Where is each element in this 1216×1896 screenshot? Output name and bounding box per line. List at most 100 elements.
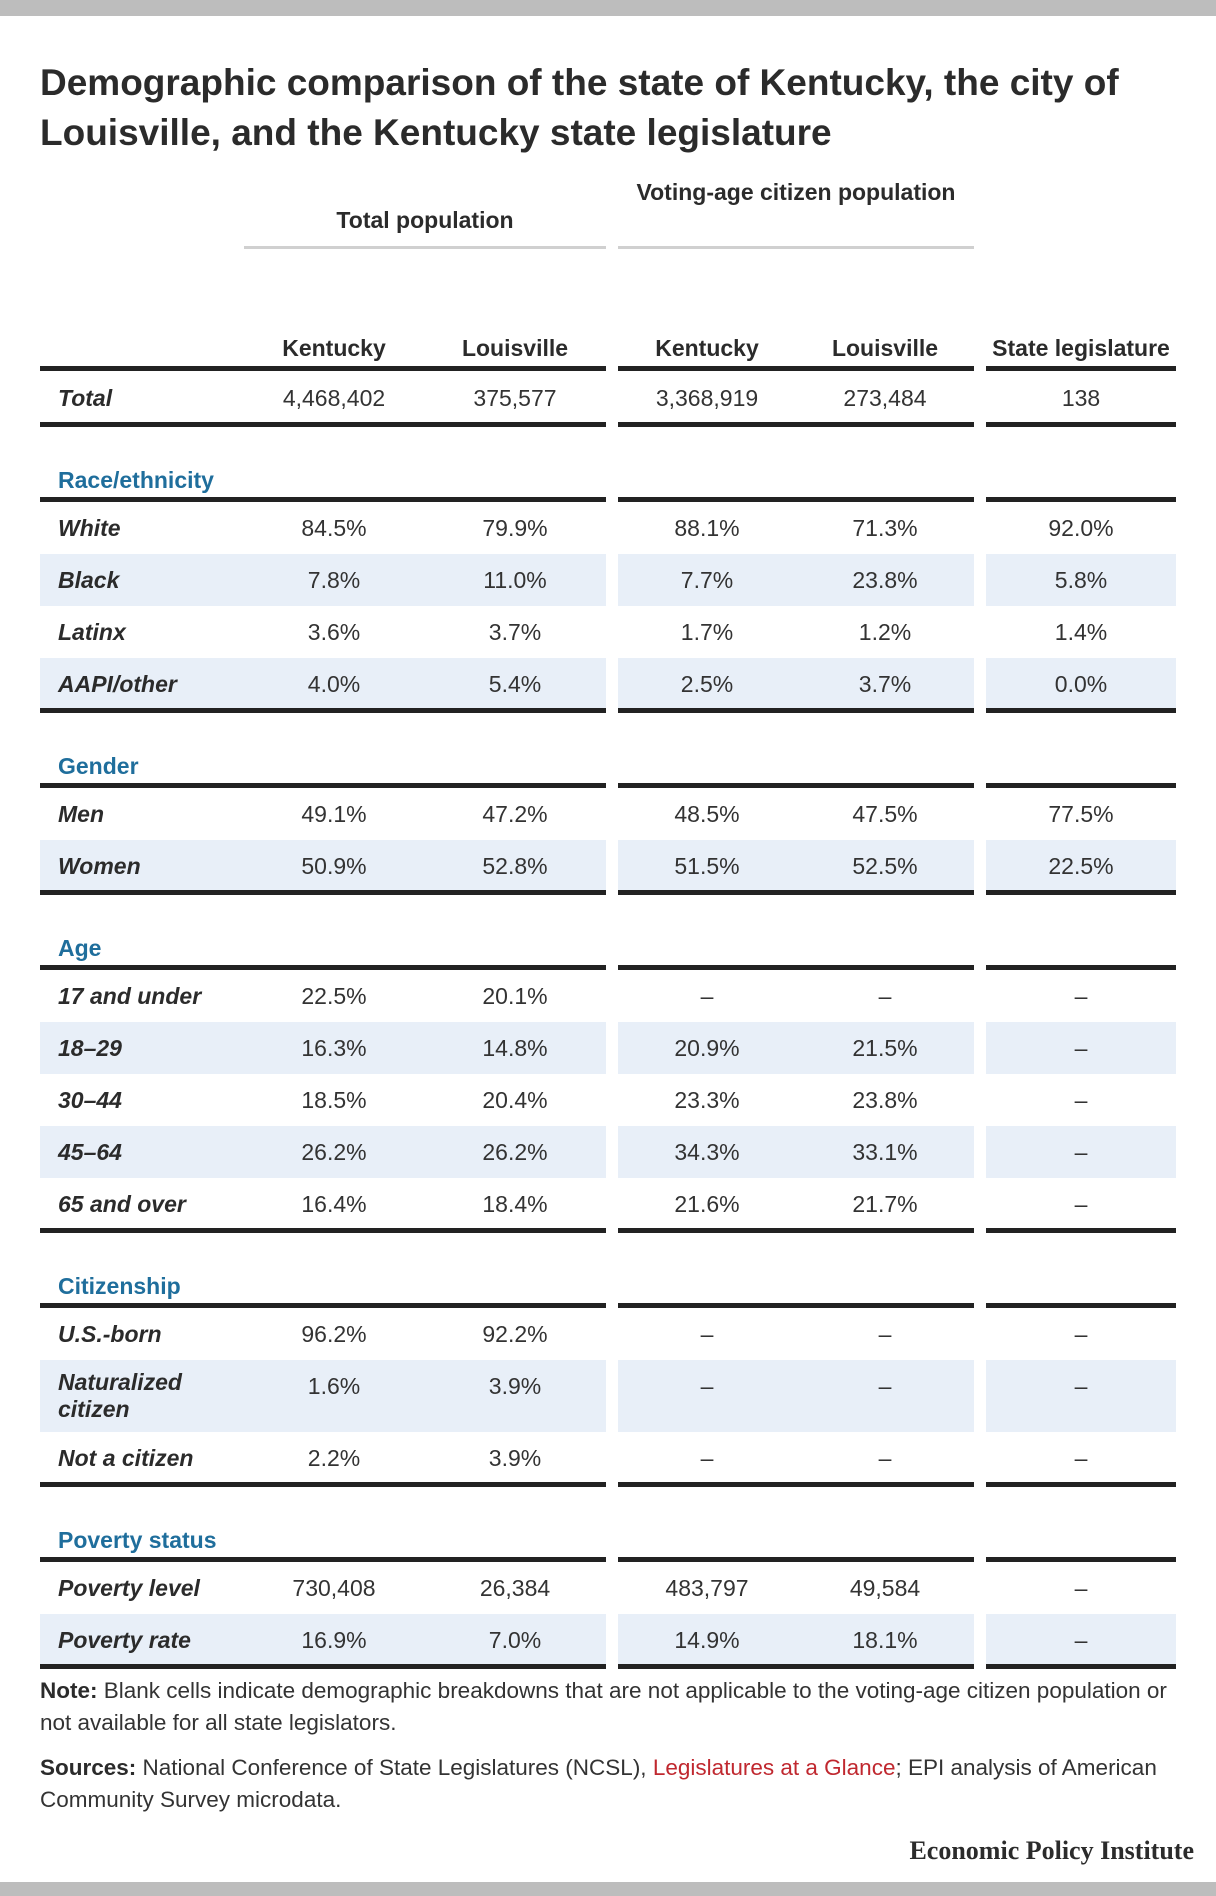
table-rule bbox=[986, 783, 1176, 788]
row-shade bbox=[40, 1360, 606, 1432]
row-shade bbox=[40, 658, 606, 710]
table-cell: – bbox=[1074, 1191, 1088, 1217]
table-row: AAPI/other 4.0% 5.4% 2.5% 3.7% 0.0% bbox=[40, 658, 1176, 710]
table-rule bbox=[986, 422, 1176, 427]
table-row: 30–44 18.5% 20.4% 23.3% 23.8% – bbox=[40, 1074, 1176, 1126]
table-cell: 88.1% bbox=[674, 515, 740, 541]
sources-text: National Conference of State Legislature… bbox=[136, 1755, 653, 1780]
table-title: Demographic comparison of the state of K… bbox=[40, 62, 1119, 153]
table-cell: 7.8% bbox=[307, 567, 361, 593]
table-cell: – bbox=[700, 1373, 714, 1399]
table-cell: – bbox=[1074, 1087, 1088, 1113]
table-rule bbox=[618, 1303, 974, 1308]
table-cell: 96.2% bbox=[301, 1321, 367, 1347]
table-cell: 26,384 bbox=[479, 1575, 551, 1601]
table-cell: – bbox=[1074, 983, 1088, 1009]
col-header-kentucky-voting: Kentucky bbox=[655, 335, 759, 361]
table-cell: – bbox=[1074, 1627, 1088, 1653]
table-cell: 16.9% bbox=[301, 1627, 367, 1653]
row-shade bbox=[40, 554, 606, 606]
table-cell: – bbox=[878, 1373, 892, 1399]
table-cell: 5.8% bbox=[1054, 567, 1108, 593]
col-header-louisville: Louisville bbox=[461, 335, 569, 361]
section-title: Poverty status bbox=[58, 1527, 217, 1553]
table-cell: – bbox=[700, 1445, 714, 1471]
table-cell: 0.0% bbox=[1054, 671, 1108, 697]
table-row: Black 7.8% 11.0% 7.7% 23.8% 5.8% bbox=[40, 554, 1176, 606]
row-label: Latinx bbox=[58, 619, 126, 645]
table-cell: 4.0% bbox=[307, 671, 361, 697]
row-shade bbox=[40, 1614, 606, 1666]
section-title: Citizenship bbox=[58, 1273, 181, 1299]
table-cell: 47.5% bbox=[852, 801, 918, 827]
table-cell: 7.0% bbox=[488, 1627, 542, 1653]
row-shade bbox=[618, 658, 974, 710]
table-row: 18–29 16.3% 14.8% 20.9% 21.5% – bbox=[40, 1022, 1176, 1074]
table-cell: 14.9% bbox=[674, 1627, 740, 1653]
table-cell: 49,584 bbox=[849, 1575, 921, 1601]
row-label: White bbox=[58, 515, 121, 541]
table-cell: – bbox=[878, 1445, 892, 1471]
group-rule bbox=[618, 246, 974, 249]
row-label: Total bbox=[58, 385, 113, 411]
table-cell: – bbox=[700, 983, 714, 1009]
table-rule bbox=[986, 1303, 1176, 1308]
table-cell: 14.8% bbox=[482, 1035, 548, 1061]
table-cell: 3,368,919 bbox=[655, 385, 759, 411]
table-row: U.S.-born 96.2% 92.2% – – – bbox=[40, 1308, 1176, 1360]
table-cell: 49.1% bbox=[301, 801, 367, 827]
table-row: 17 and under 22.5% 20.1% – – – bbox=[40, 970, 1176, 1022]
table-rule bbox=[618, 783, 974, 788]
section-title: Age bbox=[58, 935, 102, 961]
row-shade bbox=[618, 1022, 974, 1074]
table-rule bbox=[986, 366, 1176, 371]
table-cell: 7.7% bbox=[680, 567, 734, 593]
row-shade bbox=[986, 554, 1176, 606]
table-cell: 5.4% bbox=[488, 671, 542, 697]
row-shade bbox=[986, 1022, 1176, 1074]
table-cell: 50.9% bbox=[301, 853, 367, 879]
table-row: Men 49.1% 47.2% 48.5% 47.5% 77.5% bbox=[40, 788, 1176, 840]
table-cell: 3.7% bbox=[488, 619, 542, 645]
table-rule bbox=[986, 708, 1176, 713]
group-label-voting-age: Voting-age citizen population bbox=[636, 179, 956, 205]
table-cell: 273,484 bbox=[843, 385, 927, 411]
row-label: 18–29 bbox=[58, 1035, 122, 1061]
sources: Sources: National Conference of State Le… bbox=[40, 1752, 1180, 1816]
table-cell: – bbox=[1074, 1035, 1088, 1061]
sources-link[interactable]: Legislatures at a Glance bbox=[652, 1755, 896, 1780]
table-row: Poverty rate 16.9% 7.0% 14.9% 18.1% – bbox=[40, 1614, 1176, 1666]
bottom-border bbox=[0, 1882, 1216, 1896]
note-text: Blank cells indicate demographic breakdo… bbox=[40, 1678, 1167, 1735]
section-header: Poverty status bbox=[40, 1484, 1176, 1562]
table-rule bbox=[986, 497, 1176, 502]
row-shade bbox=[986, 1614, 1176, 1666]
table-cell: 92.0% bbox=[1048, 515, 1114, 541]
row-label: Women bbox=[58, 853, 141, 879]
table-cell: 26.2% bbox=[301, 1139, 367, 1165]
row-shade bbox=[986, 1360, 1176, 1432]
table-row: 45–64 26.2% 26.2% 34.3% 33.1% – bbox=[40, 1126, 1176, 1178]
table-cell: 23.8% bbox=[852, 1087, 918, 1113]
group-header: Total population Voting-age citizen popu… bbox=[40, 170, 1176, 292]
table-cell: 52.8% bbox=[482, 853, 548, 879]
table-cell: – bbox=[1074, 1373, 1088, 1399]
table-cell: 18.4% bbox=[482, 1191, 548, 1217]
table-row: 65 and over 16.4% 18.4% 21.6% 21.7% – bbox=[40, 1178, 1176, 1230]
note-label: Note: bbox=[40, 1678, 98, 1703]
table-cell: 3.6% bbox=[307, 619, 361, 645]
table-rule bbox=[40, 1557, 606, 1562]
table-rule bbox=[986, 1228, 1176, 1233]
table-cell: 22.5% bbox=[1048, 853, 1114, 879]
row-shade bbox=[618, 1614, 974, 1666]
table-cell: 26.2% bbox=[482, 1139, 548, 1165]
table-rule bbox=[986, 1664, 1176, 1669]
table-rule bbox=[40, 890, 606, 895]
table-cell: 18.1% bbox=[852, 1627, 918, 1653]
row-shade bbox=[40, 840, 606, 892]
table-rule bbox=[618, 1664, 974, 1669]
sources-text-after: ; EPI analysis of American Community Sur… bbox=[40, 1755, 1157, 1812]
table-rule bbox=[618, 497, 974, 502]
table-cell: 16.4% bbox=[301, 1191, 367, 1217]
table-cell: 79.9% bbox=[482, 515, 548, 541]
